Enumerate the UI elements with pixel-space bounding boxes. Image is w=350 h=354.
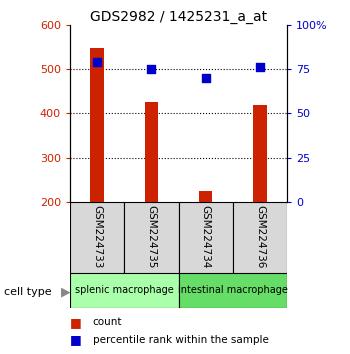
Bar — [233, 202, 287, 273]
Title: GDS2982 / 1425231_a_at: GDS2982 / 1425231_a_at — [90, 10, 267, 24]
Text: ▶: ▶ — [61, 286, 71, 298]
Bar — [178, 273, 287, 308]
Point — [203, 75, 209, 81]
Text: count: count — [93, 317, 122, 327]
Bar — [253, 105, 267, 202]
Text: splenic macrophage: splenic macrophage — [75, 285, 174, 295]
Text: GSM224733: GSM224733 — [92, 205, 102, 269]
Text: GSM224736: GSM224736 — [255, 205, 265, 269]
Text: ■: ■ — [70, 316, 82, 329]
Text: cell type: cell type — [4, 287, 51, 297]
Point — [148, 66, 154, 72]
Bar — [178, 202, 233, 273]
Text: GSM224734: GSM224734 — [201, 205, 211, 269]
Bar — [199, 191, 212, 202]
Bar — [90, 48, 104, 202]
Text: percentile rank within the sample: percentile rank within the sample — [93, 335, 269, 345]
Bar — [145, 102, 158, 202]
Point — [94, 59, 100, 65]
Text: GSM224735: GSM224735 — [146, 205, 156, 269]
Text: intestinal macrophage: intestinal macrophage — [178, 285, 288, 295]
Bar — [124, 202, 178, 273]
Bar — [70, 273, 178, 308]
Text: ■: ■ — [70, 333, 82, 346]
Bar — [70, 202, 124, 273]
Point — [257, 64, 262, 70]
